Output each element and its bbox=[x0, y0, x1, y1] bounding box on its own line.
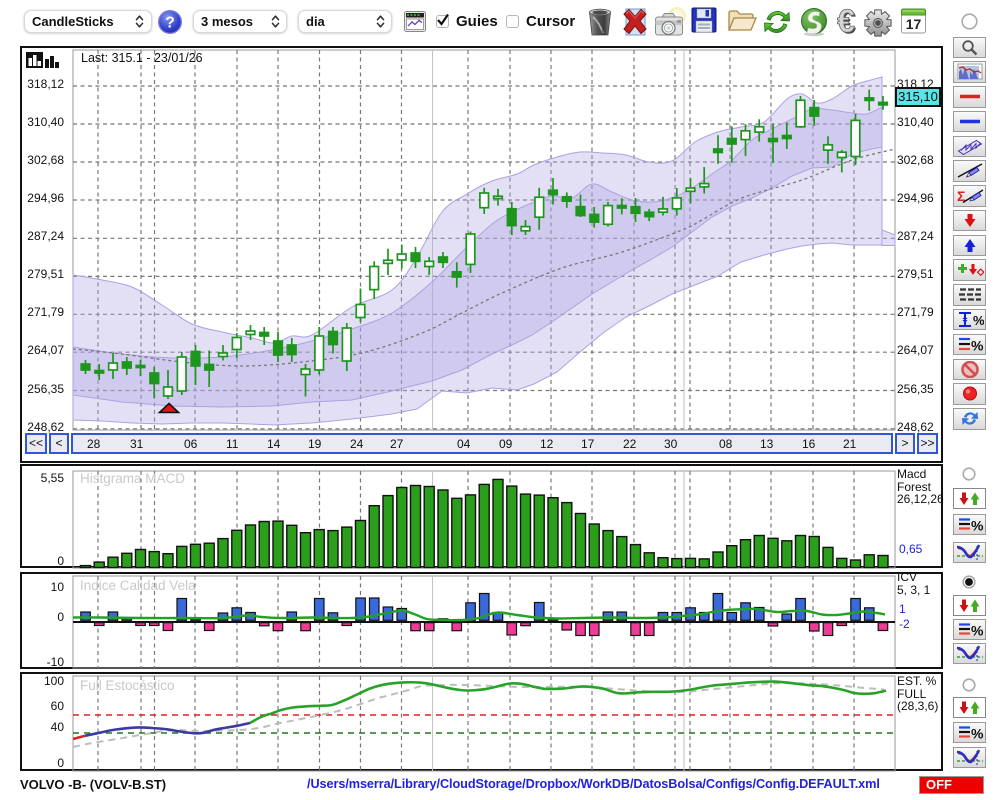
svg-text:%: % bbox=[971, 518, 984, 534]
svg-text:17: 17 bbox=[906, 16, 922, 32]
svg-text:€: € bbox=[839, 7, 857, 37]
svg-text:%: % bbox=[971, 623, 984, 639]
svg-text:€: € bbox=[837, 7, 855, 37]
svg-text:%: % bbox=[971, 337, 984, 353]
svg-text:Σ: Σ bbox=[957, 188, 965, 204]
svg-text:%: % bbox=[973, 313, 984, 328]
svg-text:%: % bbox=[971, 726, 984, 742]
svg-text:?: ? bbox=[165, 15, 175, 32]
